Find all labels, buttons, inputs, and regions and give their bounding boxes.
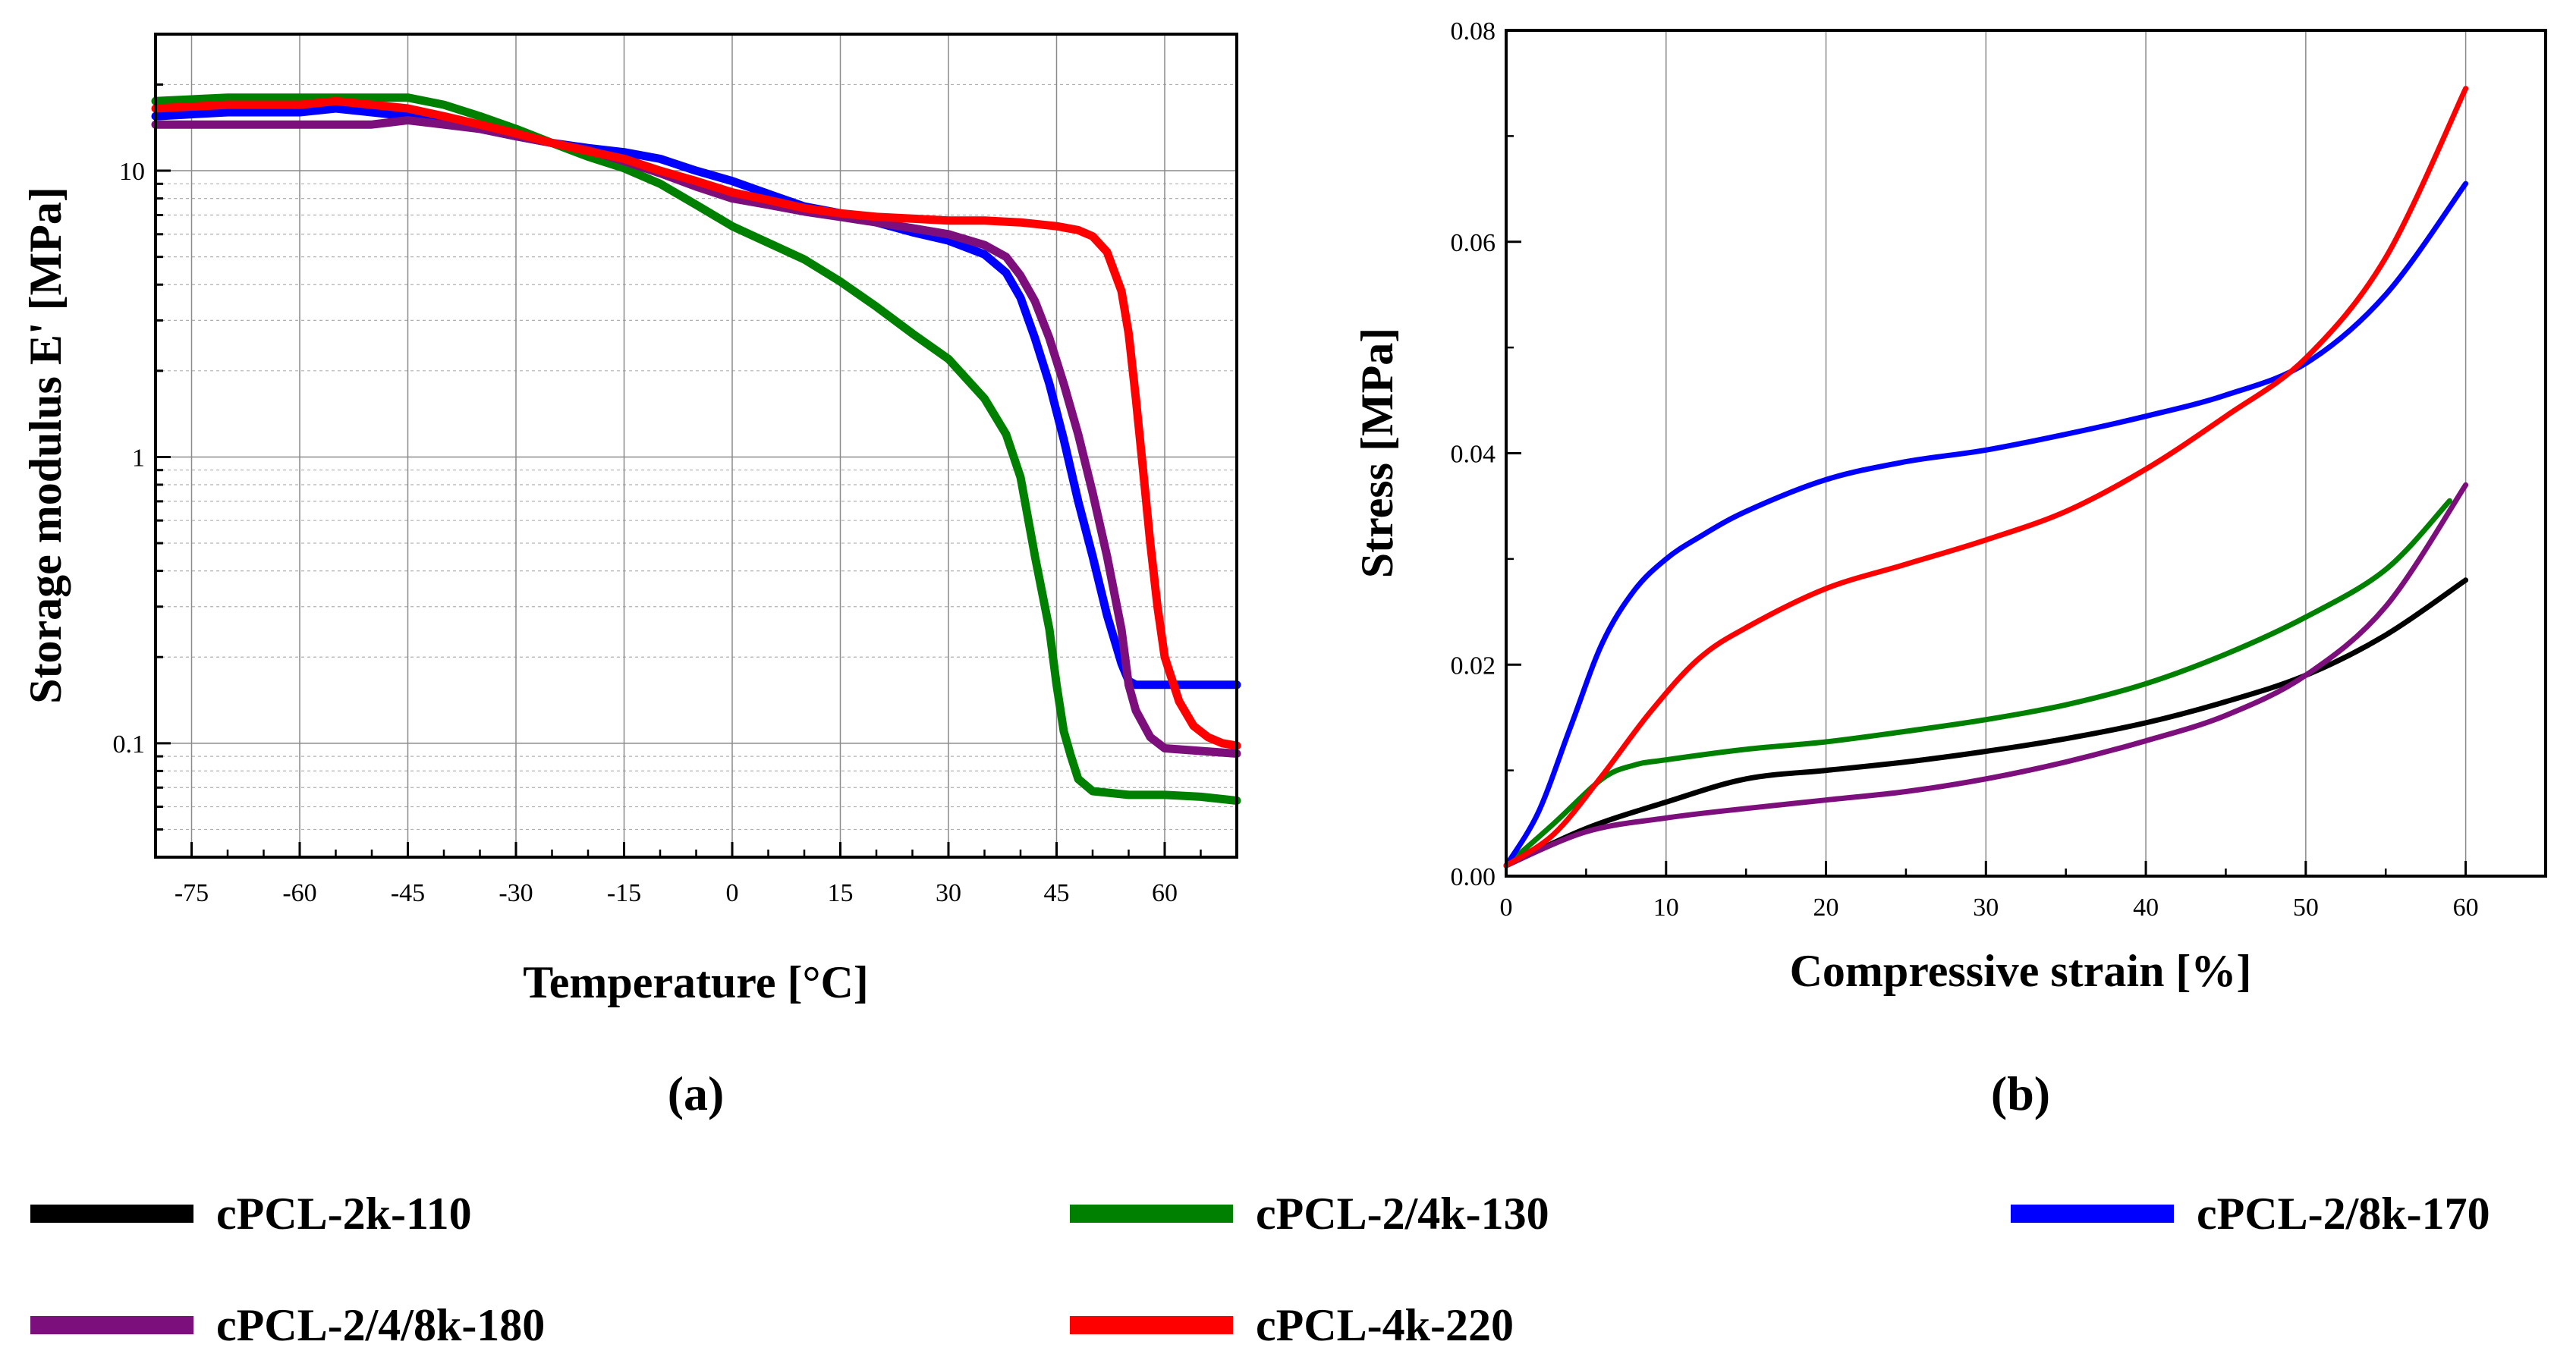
panel-a-xtick-label: 0 (726, 879, 739, 907)
panel-a-ytick-label: 1 (132, 444, 145, 472)
legend: cPCL-2k-110 cPCL-2/4k-130 cPCL-2/8k-170 cPC… (30, 1189, 2490, 1350)
panel-b-xtick-label: 10 (1653, 894, 1679, 922)
panel-a-xtick-label: -45 (391, 879, 425, 907)
panel-b-xtick-label: 0 (1500, 894, 1513, 922)
series-line-cPCL-4k-220 (1503, 86, 2469, 869)
panel-a-xtick-label: -75 (175, 879, 209, 907)
panel-a-ytick-label: 0.1 (113, 730, 146, 759)
panel-a-series (151, 93, 1241, 805)
panel-b-ylabel: Stress [MPa] (1352, 328, 1402, 578)
series-line-cPCL-4k-220 (151, 96, 1241, 750)
panel-a-label: (a) (668, 1067, 725, 1120)
panel-a-xtick-label: 15 (828, 879, 854, 907)
panel-a-xlabel: Temperature [°C] (523, 957, 869, 1007)
panel-a-xtick-label: -30 (499, 879, 533, 907)
panel-b-xtick-label: 40 (2133, 894, 2159, 922)
panel-b-xtick-label: 20 (1813, 894, 1839, 922)
legend-label: cPCL-2/4/8k-180 (216, 1300, 545, 1350)
panel-b-ytick-label: 0.08 (1451, 17, 1496, 46)
legend-label: cPCL-2/8k-170 (2197, 1189, 2490, 1239)
panel-b-ytick-label: 0.06 (1451, 229, 1496, 257)
panel-b-ytick-label: 0.00 (1451, 863, 1496, 891)
panel-a-grid (156, 34, 1237, 857)
legend-label: cPCL-2k-110 (216, 1189, 472, 1239)
panel-b-xlabel: Compressive strain [%] (1790, 946, 2252, 996)
panel-a-xtick-label: 45 (1044, 879, 1070, 907)
panel-b-ytick-label: 0.02 (1451, 652, 1496, 680)
panel-b-xtick-label: 50 (2293, 894, 2319, 922)
series-line-cPCL-2/4/8k-180 (1503, 482, 2469, 869)
panel-a-xtick-label: -60 (282, 879, 316, 907)
panel-b-series (1503, 86, 2469, 869)
panel-b-ticks: 0 10 20 30 40 50 60 0.00 0.02 0.04 0.06 0.08 (1451, 17, 2547, 922)
series-line-cPCL-2/4k-130 (151, 93, 1241, 805)
series-line-cPCL-2/4k-130 (1503, 498, 2452, 869)
panel-a-chart: -75 -60 -45 -30 -15 0 15 30 45 60 0.1 1 10 Temperatu… (20, 33, 1241, 1120)
panel-a-xtick-label: -15 (607, 879, 641, 907)
panel-b-chart: 0 10 20 30 40 50 60 0.00 0.02 0.04 0.06 0.08 Compre… (1352, 17, 2547, 1120)
legend-label: cPCL-2/4k-130 (1256, 1189, 1549, 1239)
panel-b-xtick-label: 30 (1973, 894, 1999, 922)
panel-a-plot-frame (154, 33, 1238, 859)
panel-a-xtick-label: 30 (936, 879, 961, 907)
panel-a-ytick-label: 10 (119, 158, 145, 186)
panel-b-xtick-label: 60 (2453, 894, 2479, 922)
series-line-cPCL-2/8k-170 (151, 104, 1241, 690)
panel-a-xtick-label: 60 (1152, 879, 1178, 907)
panel-b-label: (b) (1991, 1067, 2050, 1120)
panel-b-ytick-label: 0.04 (1451, 441, 1496, 469)
panel-a-ticks: -75 -60 -45 -30 -15 0 15 30 45 60 0.1 1 10 (113, 83, 1238, 907)
legend-label: cPCL-4k-220 (1256, 1300, 1514, 1350)
panel-a-ylabel: Storage modulus E' [MPa] (20, 187, 71, 704)
panel-b-plot-frame (1505, 29, 2547, 878)
series-line-cPCL-2/4/8k-180 (151, 116, 1241, 758)
